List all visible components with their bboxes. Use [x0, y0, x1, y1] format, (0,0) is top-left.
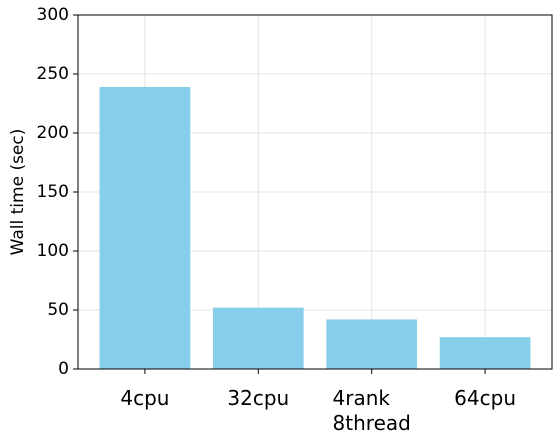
- bar: [439, 337, 531, 369]
- y-axis-label: Wall time (sec): [8, 129, 28, 256]
- bar: [99, 86, 191, 369]
- y-tick-label: 250: [37, 64, 69, 84]
- y-tick-label: 200: [37, 123, 69, 143]
- bar: [212, 307, 304, 369]
- x-tick-label: 4cpu: [120, 386, 170, 410]
- bar: [326, 319, 418, 369]
- y-tick-label: 0: [58, 359, 69, 379]
- x-tick-label: 4rank 8thread: [332, 386, 411, 435]
- x-tick-label: 32cpu: [227, 386, 290, 410]
- y-tick-label: 300: [37, 5, 69, 25]
- y-tick-label: 150: [37, 182, 69, 202]
- y-tick-label: 100: [37, 241, 69, 261]
- x-tick-label: 64cpu: [454, 386, 517, 410]
- y-tick-label: 50: [47, 300, 69, 320]
- plot-frame: [77, 14, 553, 370]
